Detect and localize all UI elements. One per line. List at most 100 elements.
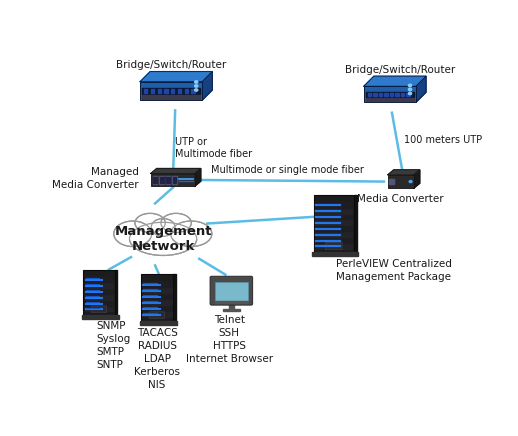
Polygon shape: [223, 309, 240, 311]
FancyBboxPatch shape: [314, 195, 354, 252]
Text: Media Converter: Media Converter: [357, 194, 443, 204]
Polygon shape: [384, 93, 387, 96]
Polygon shape: [160, 177, 164, 183]
Polygon shape: [142, 299, 171, 305]
Polygon shape: [142, 95, 200, 99]
FancyBboxPatch shape: [83, 270, 114, 315]
Polygon shape: [315, 243, 352, 249]
Polygon shape: [128, 221, 198, 239]
Polygon shape: [178, 89, 181, 93]
Polygon shape: [315, 208, 352, 214]
Polygon shape: [142, 281, 171, 286]
Polygon shape: [312, 252, 358, 256]
Text: Managed
Media Converter: Managed Media Converter: [52, 167, 139, 190]
Polygon shape: [315, 202, 352, 208]
Ellipse shape: [409, 181, 412, 183]
Text: UTP or
Multimode fiber: UTP or Multimode fiber: [175, 137, 252, 159]
Polygon shape: [172, 176, 177, 184]
Polygon shape: [140, 321, 177, 325]
Polygon shape: [157, 89, 161, 93]
FancyBboxPatch shape: [141, 274, 173, 321]
Polygon shape: [172, 177, 176, 183]
Polygon shape: [142, 88, 200, 94]
Text: Bridge/Switch/Router: Bridge/Switch/Router: [345, 65, 455, 75]
Polygon shape: [414, 170, 420, 188]
Ellipse shape: [195, 85, 198, 87]
Polygon shape: [390, 93, 393, 96]
Polygon shape: [407, 93, 410, 96]
Polygon shape: [151, 89, 154, 93]
Polygon shape: [395, 93, 399, 96]
Polygon shape: [390, 179, 394, 184]
Polygon shape: [153, 176, 157, 184]
Polygon shape: [401, 93, 404, 96]
Polygon shape: [229, 304, 234, 309]
Polygon shape: [315, 214, 352, 219]
Polygon shape: [85, 300, 113, 306]
Polygon shape: [85, 283, 113, 288]
Polygon shape: [85, 294, 113, 300]
Text: SNMP
Syslog
SMTP
SNTP: SNMP Syslog SMTP SNTP: [97, 321, 131, 371]
Polygon shape: [416, 76, 426, 102]
FancyBboxPatch shape: [91, 306, 107, 313]
FancyBboxPatch shape: [150, 312, 165, 319]
FancyBboxPatch shape: [215, 282, 248, 301]
Polygon shape: [192, 89, 195, 93]
Ellipse shape: [135, 213, 165, 232]
Polygon shape: [173, 274, 176, 321]
Polygon shape: [315, 231, 352, 237]
Polygon shape: [202, 72, 212, 100]
Ellipse shape: [171, 221, 212, 246]
Polygon shape: [315, 237, 352, 243]
Polygon shape: [166, 177, 170, 183]
Polygon shape: [82, 315, 119, 319]
Polygon shape: [85, 288, 113, 294]
Polygon shape: [151, 168, 201, 174]
FancyBboxPatch shape: [325, 242, 342, 250]
Polygon shape: [354, 195, 357, 252]
Polygon shape: [114, 270, 118, 315]
FancyBboxPatch shape: [151, 174, 195, 186]
Ellipse shape: [114, 221, 152, 246]
Polygon shape: [153, 177, 157, 183]
Polygon shape: [364, 76, 426, 86]
Polygon shape: [387, 170, 420, 175]
Text: Management
Network: Management Network: [114, 225, 212, 252]
FancyBboxPatch shape: [364, 86, 416, 102]
Ellipse shape: [161, 213, 191, 232]
Polygon shape: [142, 311, 171, 317]
Polygon shape: [144, 89, 147, 93]
FancyBboxPatch shape: [387, 175, 414, 188]
Ellipse shape: [195, 89, 198, 91]
Polygon shape: [373, 93, 377, 96]
Polygon shape: [315, 225, 352, 231]
Polygon shape: [315, 220, 352, 225]
Text: Multimode or single mode fiber: Multimode or single mode fiber: [211, 165, 364, 175]
Polygon shape: [366, 98, 414, 101]
Polygon shape: [185, 89, 188, 93]
Ellipse shape: [408, 84, 412, 87]
Polygon shape: [85, 306, 113, 311]
Polygon shape: [85, 276, 113, 282]
Polygon shape: [140, 72, 212, 82]
Polygon shape: [368, 93, 371, 96]
Text: Bridge/Switch/Router: Bridge/Switch/Router: [116, 60, 226, 70]
Polygon shape: [142, 287, 171, 293]
Polygon shape: [164, 89, 167, 93]
Ellipse shape: [130, 222, 197, 255]
Text: PerleVIEW Centralized
Management Package: PerleVIEW Centralized Management Package: [336, 259, 452, 282]
Ellipse shape: [195, 81, 198, 83]
Ellipse shape: [408, 88, 412, 91]
Polygon shape: [166, 176, 170, 184]
Polygon shape: [142, 305, 171, 311]
Polygon shape: [171, 89, 175, 93]
FancyBboxPatch shape: [210, 276, 253, 305]
Polygon shape: [195, 168, 201, 186]
Polygon shape: [142, 293, 171, 299]
Polygon shape: [215, 301, 248, 303]
Text: TACACS
RADIUS
LDAP
Kerberos
NIS: TACACS RADIUS LDAP Kerberos NIS: [134, 327, 180, 390]
Polygon shape: [379, 93, 382, 96]
Polygon shape: [160, 176, 164, 184]
FancyBboxPatch shape: [140, 82, 202, 100]
Ellipse shape: [408, 92, 412, 95]
